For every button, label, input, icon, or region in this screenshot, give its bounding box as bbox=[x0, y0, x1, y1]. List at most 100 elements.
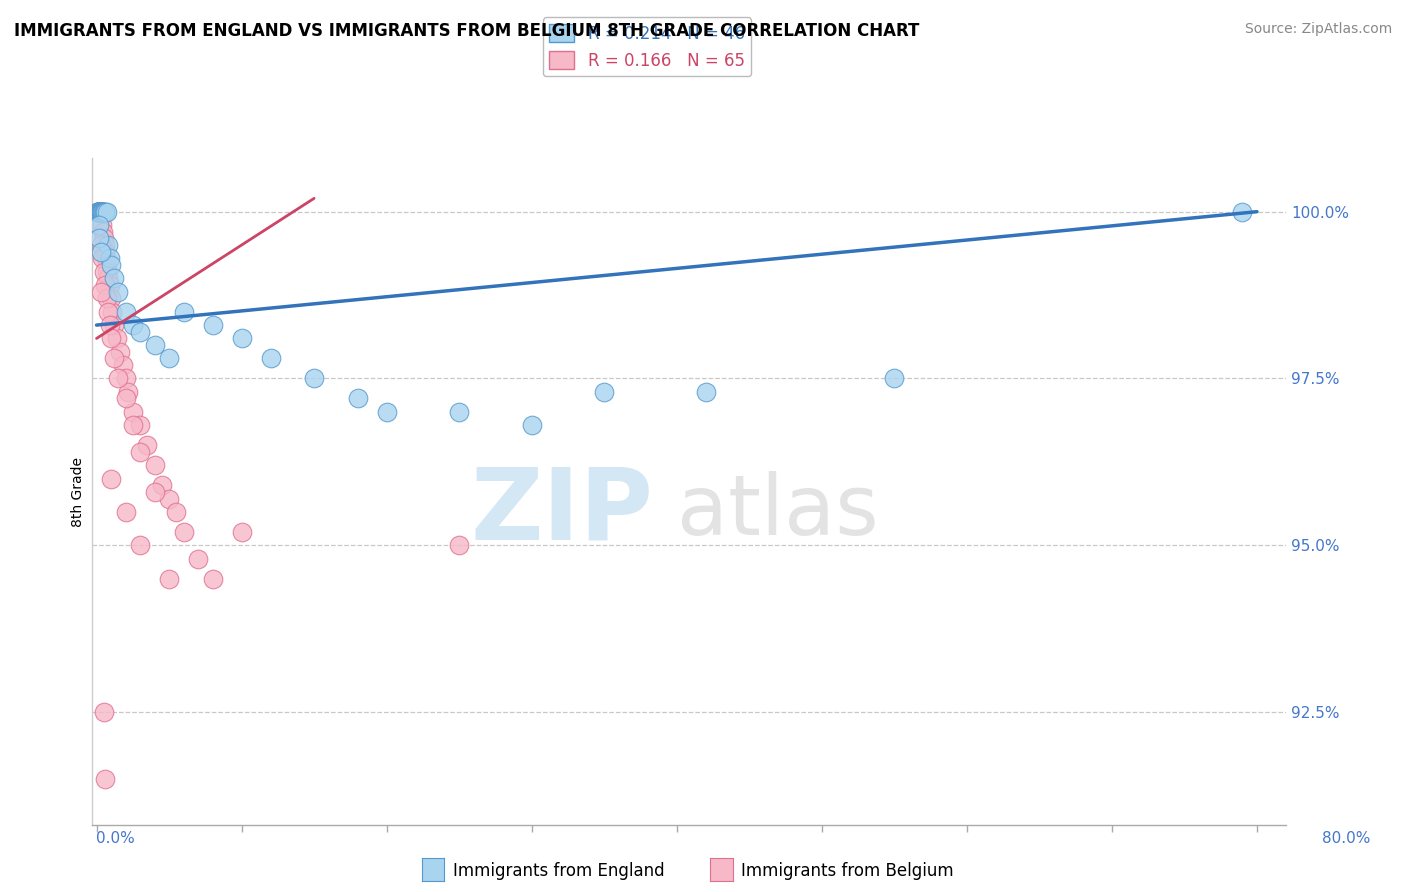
Legend: R = 0.214   N = 46, R = 0.166   N = 65: R = 0.214 N = 46, R = 0.166 N = 65 bbox=[543, 17, 751, 76]
Point bbox=[93, 705, 115, 719]
Point bbox=[259, 351, 281, 366]
Point bbox=[98, 278, 121, 293]
Point bbox=[187, 551, 209, 566]
Point bbox=[89, 204, 111, 219]
Point bbox=[302, 371, 325, 385]
Point bbox=[89, 204, 111, 219]
Point bbox=[90, 244, 112, 259]
Point bbox=[94, 772, 117, 786]
Point bbox=[114, 505, 136, 519]
Point bbox=[173, 304, 195, 318]
Point bbox=[87, 204, 110, 219]
Point bbox=[121, 318, 143, 332]
Point bbox=[96, 258, 118, 272]
Text: Source: ZipAtlas.com: Source: ZipAtlas.com bbox=[1244, 22, 1392, 37]
Point bbox=[103, 271, 125, 285]
Point bbox=[103, 318, 125, 332]
Point bbox=[1232, 204, 1254, 219]
Point bbox=[96, 204, 118, 219]
Point bbox=[90, 285, 112, 299]
Point bbox=[91, 225, 114, 239]
Point bbox=[90, 238, 112, 252]
Point bbox=[86, 204, 108, 219]
Point bbox=[129, 538, 152, 552]
Point bbox=[129, 418, 152, 433]
Point bbox=[89, 204, 111, 219]
Point bbox=[101, 304, 124, 318]
Point bbox=[93, 204, 115, 219]
Point bbox=[173, 524, 195, 539]
Point bbox=[100, 331, 122, 345]
Point bbox=[87, 204, 110, 219]
Point bbox=[90, 204, 112, 219]
Point bbox=[375, 405, 398, 419]
Point bbox=[107, 285, 129, 299]
Text: 80.0%: 80.0% bbox=[1323, 831, 1371, 846]
Point bbox=[89, 231, 111, 245]
Point bbox=[86, 204, 108, 219]
Text: ZIP: ZIP bbox=[471, 464, 654, 560]
Point bbox=[96, 265, 118, 279]
Point bbox=[94, 244, 117, 259]
Point bbox=[97, 304, 120, 318]
Text: atlas: atlas bbox=[678, 471, 879, 552]
Point bbox=[89, 204, 111, 219]
Point bbox=[129, 325, 152, 339]
Point bbox=[91, 204, 114, 219]
Point bbox=[231, 331, 253, 345]
Point bbox=[90, 204, 112, 219]
Point bbox=[100, 258, 122, 272]
Text: 0.0%: 0.0% bbox=[96, 831, 135, 846]
Point bbox=[201, 572, 224, 586]
Point bbox=[86, 204, 108, 219]
Point bbox=[143, 484, 166, 499]
Point bbox=[449, 405, 471, 419]
Point bbox=[91, 204, 114, 219]
Point bbox=[90, 204, 112, 219]
Point bbox=[93, 231, 115, 245]
Point bbox=[87, 204, 110, 219]
Point bbox=[695, 384, 717, 399]
Point bbox=[86, 204, 108, 219]
Point bbox=[143, 338, 166, 352]
Point bbox=[114, 371, 136, 385]
Point bbox=[93, 204, 115, 219]
Point bbox=[143, 458, 166, 473]
Point bbox=[87, 204, 110, 219]
Point bbox=[91, 204, 114, 219]
Point bbox=[89, 204, 111, 219]
Point bbox=[91, 252, 114, 266]
Point bbox=[91, 218, 114, 232]
Point bbox=[94, 252, 117, 266]
Point bbox=[90, 204, 112, 219]
Point bbox=[449, 538, 471, 552]
Point bbox=[157, 491, 180, 506]
Point bbox=[883, 371, 905, 385]
Point bbox=[90, 204, 112, 219]
Point bbox=[157, 351, 180, 366]
Point bbox=[114, 304, 136, 318]
Point bbox=[165, 505, 187, 519]
Point bbox=[91, 204, 114, 219]
Point bbox=[94, 204, 117, 219]
Point bbox=[89, 204, 111, 219]
Point bbox=[201, 318, 224, 332]
Point bbox=[89, 204, 111, 219]
Point bbox=[98, 318, 121, 332]
Point bbox=[157, 572, 180, 586]
Point bbox=[117, 384, 139, 399]
Point bbox=[150, 478, 173, 492]
Point bbox=[114, 392, 136, 406]
Point bbox=[346, 392, 368, 406]
Y-axis label: 8th Grade: 8th Grade bbox=[72, 457, 86, 527]
Point bbox=[90, 204, 112, 219]
Point bbox=[103, 351, 125, 366]
Point bbox=[121, 418, 143, 433]
Point bbox=[136, 438, 159, 452]
Point bbox=[90, 204, 112, 219]
Point bbox=[87, 204, 110, 219]
Point bbox=[98, 252, 121, 266]
Point bbox=[97, 271, 120, 285]
Point bbox=[96, 292, 118, 306]
Point bbox=[87, 204, 110, 219]
